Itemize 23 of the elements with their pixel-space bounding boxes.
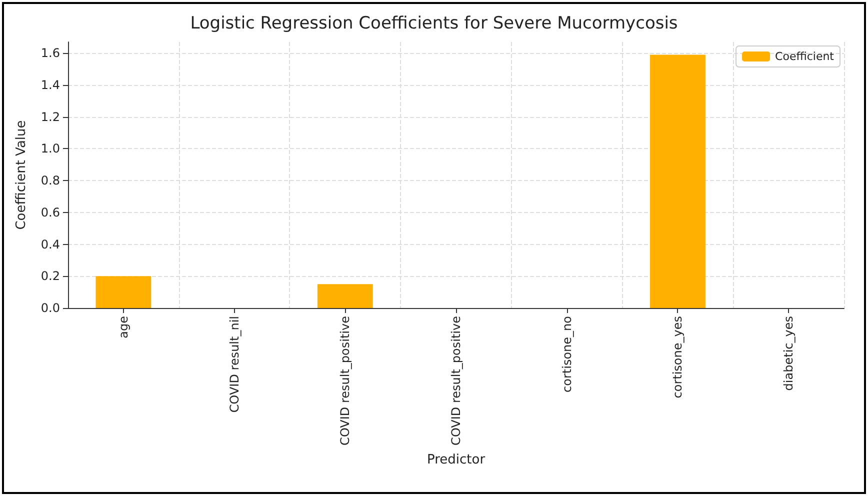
x-tick-label: cortisone_yes — [670, 316, 685, 398]
x-tick-label: cortisone_no — [560, 316, 574, 392]
chart-title: Logistic Regression Coefficients for Severe Mucormycosis — [190, 14, 678, 34]
y-tick-label: 1.6 — [40, 46, 60, 60]
legend-label: Coefficient — [775, 50, 835, 63]
y-tick-label: 0.8 — [40, 174, 60, 188]
x-tick-label: COVID result_nil — [227, 316, 242, 413]
y-tick-label: 1.2 — [40, 110, 60, 124]
bar — [96, 276, 152, 308]
y-tick-label: 0.4 — [40, 237, 60, 252]
bar — [317, 284, 373, 308]
y-tick-label: 1.4 — [40, 78, 60, 92]
x-tick-label: COVID result_positive — [338, 316, 352, 446]
y-tick-label: 0.2 — [40, 269, 60, 284]
y-tick-label: 1.0 — [40, 142, 60, 156]
bar — [650, 54, 706, 308]
y-tick-label: 0.6 — [40, 205, 60, 220]
x-axis-title: Predictor — [426, 452, 486, 468]
y-tick-label: 0.0 — [40, 301, 60, 315]
y-axis-title: Coefficient Value — [14, 120, 29, 230]
x-tick-label: COVID result_positive — [449, 316, 463, 446]
x-tick-label: diabetic_yes — [782, 316, 796, 391]
x-tick-label: age — [116, 316, 130, 338]
